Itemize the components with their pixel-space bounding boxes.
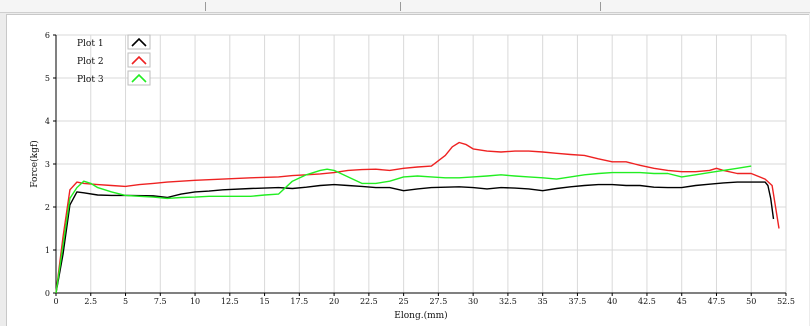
- x-tick-label: 0: [53, 297, 58, 306]
- legend-swatch-line: [131, 55, 147, 65]
- y-tick-label: 5: [45, 74, 50, 83]
- grid: [55, 34, 787, 294]
- legend-swatch-line: [131, 73, 147, 83]
- x-tick-label: 42.5: [638, 297, 656, 306]
- y-tick-label: 0: [45, 289, 50, 298]
- x-tick-label: 7.5: [154, 297, 167, 306]
- series-line-plot-1: [55, 181, 775, 294]
- chart-panel: 0 2.5 5 7.5 10 12.5 15 17.5 20 22.5 25 27.5 30 32.5 35…: [6, 14, 809, 326]
- legend-label-plot-3: Plot 3: [77, 75, 104, 85]
- x-tick-label: 2.5: [84, 297, 97, 306]
- y-tick-label: 6: [45, 31, 50, 40]
- legend-swatch-box: [127, 34, 151, 50]
- x-tick-label: 27.5: [429, 297, 447, 306]
- legend-label-plot-2: Plot 2: [77, 57, 104, 67]
- x-tick-label: 5: [123, 297, 128, 306]
- series-group: [55, 141, 780, 294]
- x-tick-label: 30: [468, 297, 478, 306]
- y-axis-label: Force(kgf): [29, 140, 40, 187]
- legend-label-plot-1: Plot 1: [77, 39, 104, 49]
- x-axis-label: Elong.(mm): [394, 310, 447, 321]
- legend: Plot 1 Plot 2 Plot 3: [77, 34, 151, 86]
- toolbar-separator: [205, 2, 206, 11]
- x-tick-label: 52.5: [777, 297, 795, 306]
- y-tick-label: 2: [45, 203, 50, 212]
- axes: 0 2.5 5 7.5 10 12.5 15 17.5 20 22.5 25 27.5 30 32.5 35…: [45, 31, 795, 306]
- x-tick-label: 50: [746, 297, 756, 306]
- legend-swatch-box: [127, 52, 151, 68]
- x-tick-label: 32.5: [499, 297, 517, 306]
- x-tick-label: 17.5: [290, 297, 308, 306]
- series-line-plot-3: [55, 165, 752, 294]
- toolbar-separator: [600, 2, 601, 11]
- x-tick-label: 22.5: [360, 297, 378, 306]
- x-tick-label: 12.5: [221, 297, 239, 306]
- x-tick-label: 37.5: [569, 297, 587, 306]
- x-tick-label: 47.5: [708, 297, 726, 306]
- x-tick-label: 40: [607, 297, 617, 306]
- x-tick-label: 10: [190, 297, 200, 306]
- legend-swatch-line: [131, 37, 147, 47]
- y-tick-label: 4: [45, 117, 50, 126]
- x-tick-label: 25: [399, 297, 409, 306]
- y-tick-label: 3: [45, 160, 50, 169]
- x-tick-label: 20: [329, 297, 339, 306]
- x-tick-label: 45: [677, 297, 687, 306]
- legend-swatch-box: [127, 70, 151, 86]
- y-tick-label: 1: [45, 246, 50, 255]
- toolbar-strip: [0, 0, 810, 13]
- x-tick-label: 35: [538, 297, 548, 306]
- x-tick-label: 15: [259, 297, 269, 306]
- series-line-plot-2: [55, 141, 780, 294]
- toolbar-separator: [400, 2, 401, 11]
- chart: 0 2.5 5 7.5 10 12.5 15 17.5 20 22.5 25 27.5 30 32.5 35…: [29, 31, 795, 321]
